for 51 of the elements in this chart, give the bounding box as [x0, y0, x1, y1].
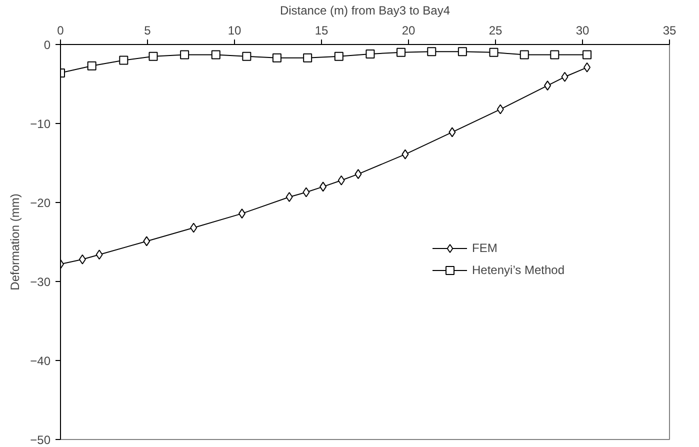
- x-tick-label: 20: [402, 24, 416, 38]
- point: [242, 52, 252, 61]
- point: [584, 62, 591, 72]
- y-tick-label: −50: [30, 433, 51, 447]
- x-tick-label: 5: [144, 24, 152, 38]
- point: [520, 50, 529, 60]
- point: [427, 47, 436, 56]
- y-tick-label: −30: [30, 275, 51, 289]
- point: [190, 222, 198, 233]
- y-tick-label: −20: [30, 196, 51, 210]
- point: [148, 52, 158, 61]
- point: [550, 50, 560, 60]
- point: [119, 56, 128, 65]
- x-tick-label: 15: [314, 24, 328, 38]
- y-tick-label: −40: [30, 354, 51, 368]
- point: [458, 47, 467, 56]
- point: [272, 53, 282, 62]
- point: [302, 187, 310, 198]
- point: [143, 236, 150, 246]
- legend-label: Hetenyi’s Method: [472, 263, 564, 277]
- point: [582, 50, 592, 60]
- y-tick-label: 0: [44, 38, 51, 52]
- point: [87, 61, 96, 70]
- point: [334, 52, 344, 61]
- point: [561, 72, 568, 82]
- point: [180, 50, 190, 60]
- y-axis-title: Deformation (mm): [8, 194, 22, 290]
- point: [211, 50, 220, 60]
- point: [402, 149, 409, 160]
- point: [338, 175, 345, 186]
- x-tick-label: 35: [662, 24, 676, 38]
- legend-label: FEM: [472, 241, 498, 255]
- point: [238, 208, 246, 219]
- x-tick-label: 10: [228, 24, 242, 38]
- x-tick-label: 25: [488, 24, 502, 38]
- point: [286, 192, 293, 202]
- x-tick-label: 0: [57, 24, 64, 38]
- point: [303, 53, 312, 62]
- point: [396, 48, 406, 57]
- x-tick-label: 30: [576, 24, 590, 38]
- y-tick-label: −10: [30, 117, 51, 131]
- point: [366, 49, 375, 58]
- x-axis-title: Distance (m) from Bay3 to Bay4: [280, 4, 450, 18]
- point: [448, 127, 456, 138]
- point: [96, 250, 103, 260]
- point: [354, 169, 362, 180]
- point: [78, 254, 86, 264]
- point: [489, 48, 498, 57]
- point: [496, 104, 504, 114]
- point: [320, 182, 327, 192]
- point: [544, 80, 552, 91]
